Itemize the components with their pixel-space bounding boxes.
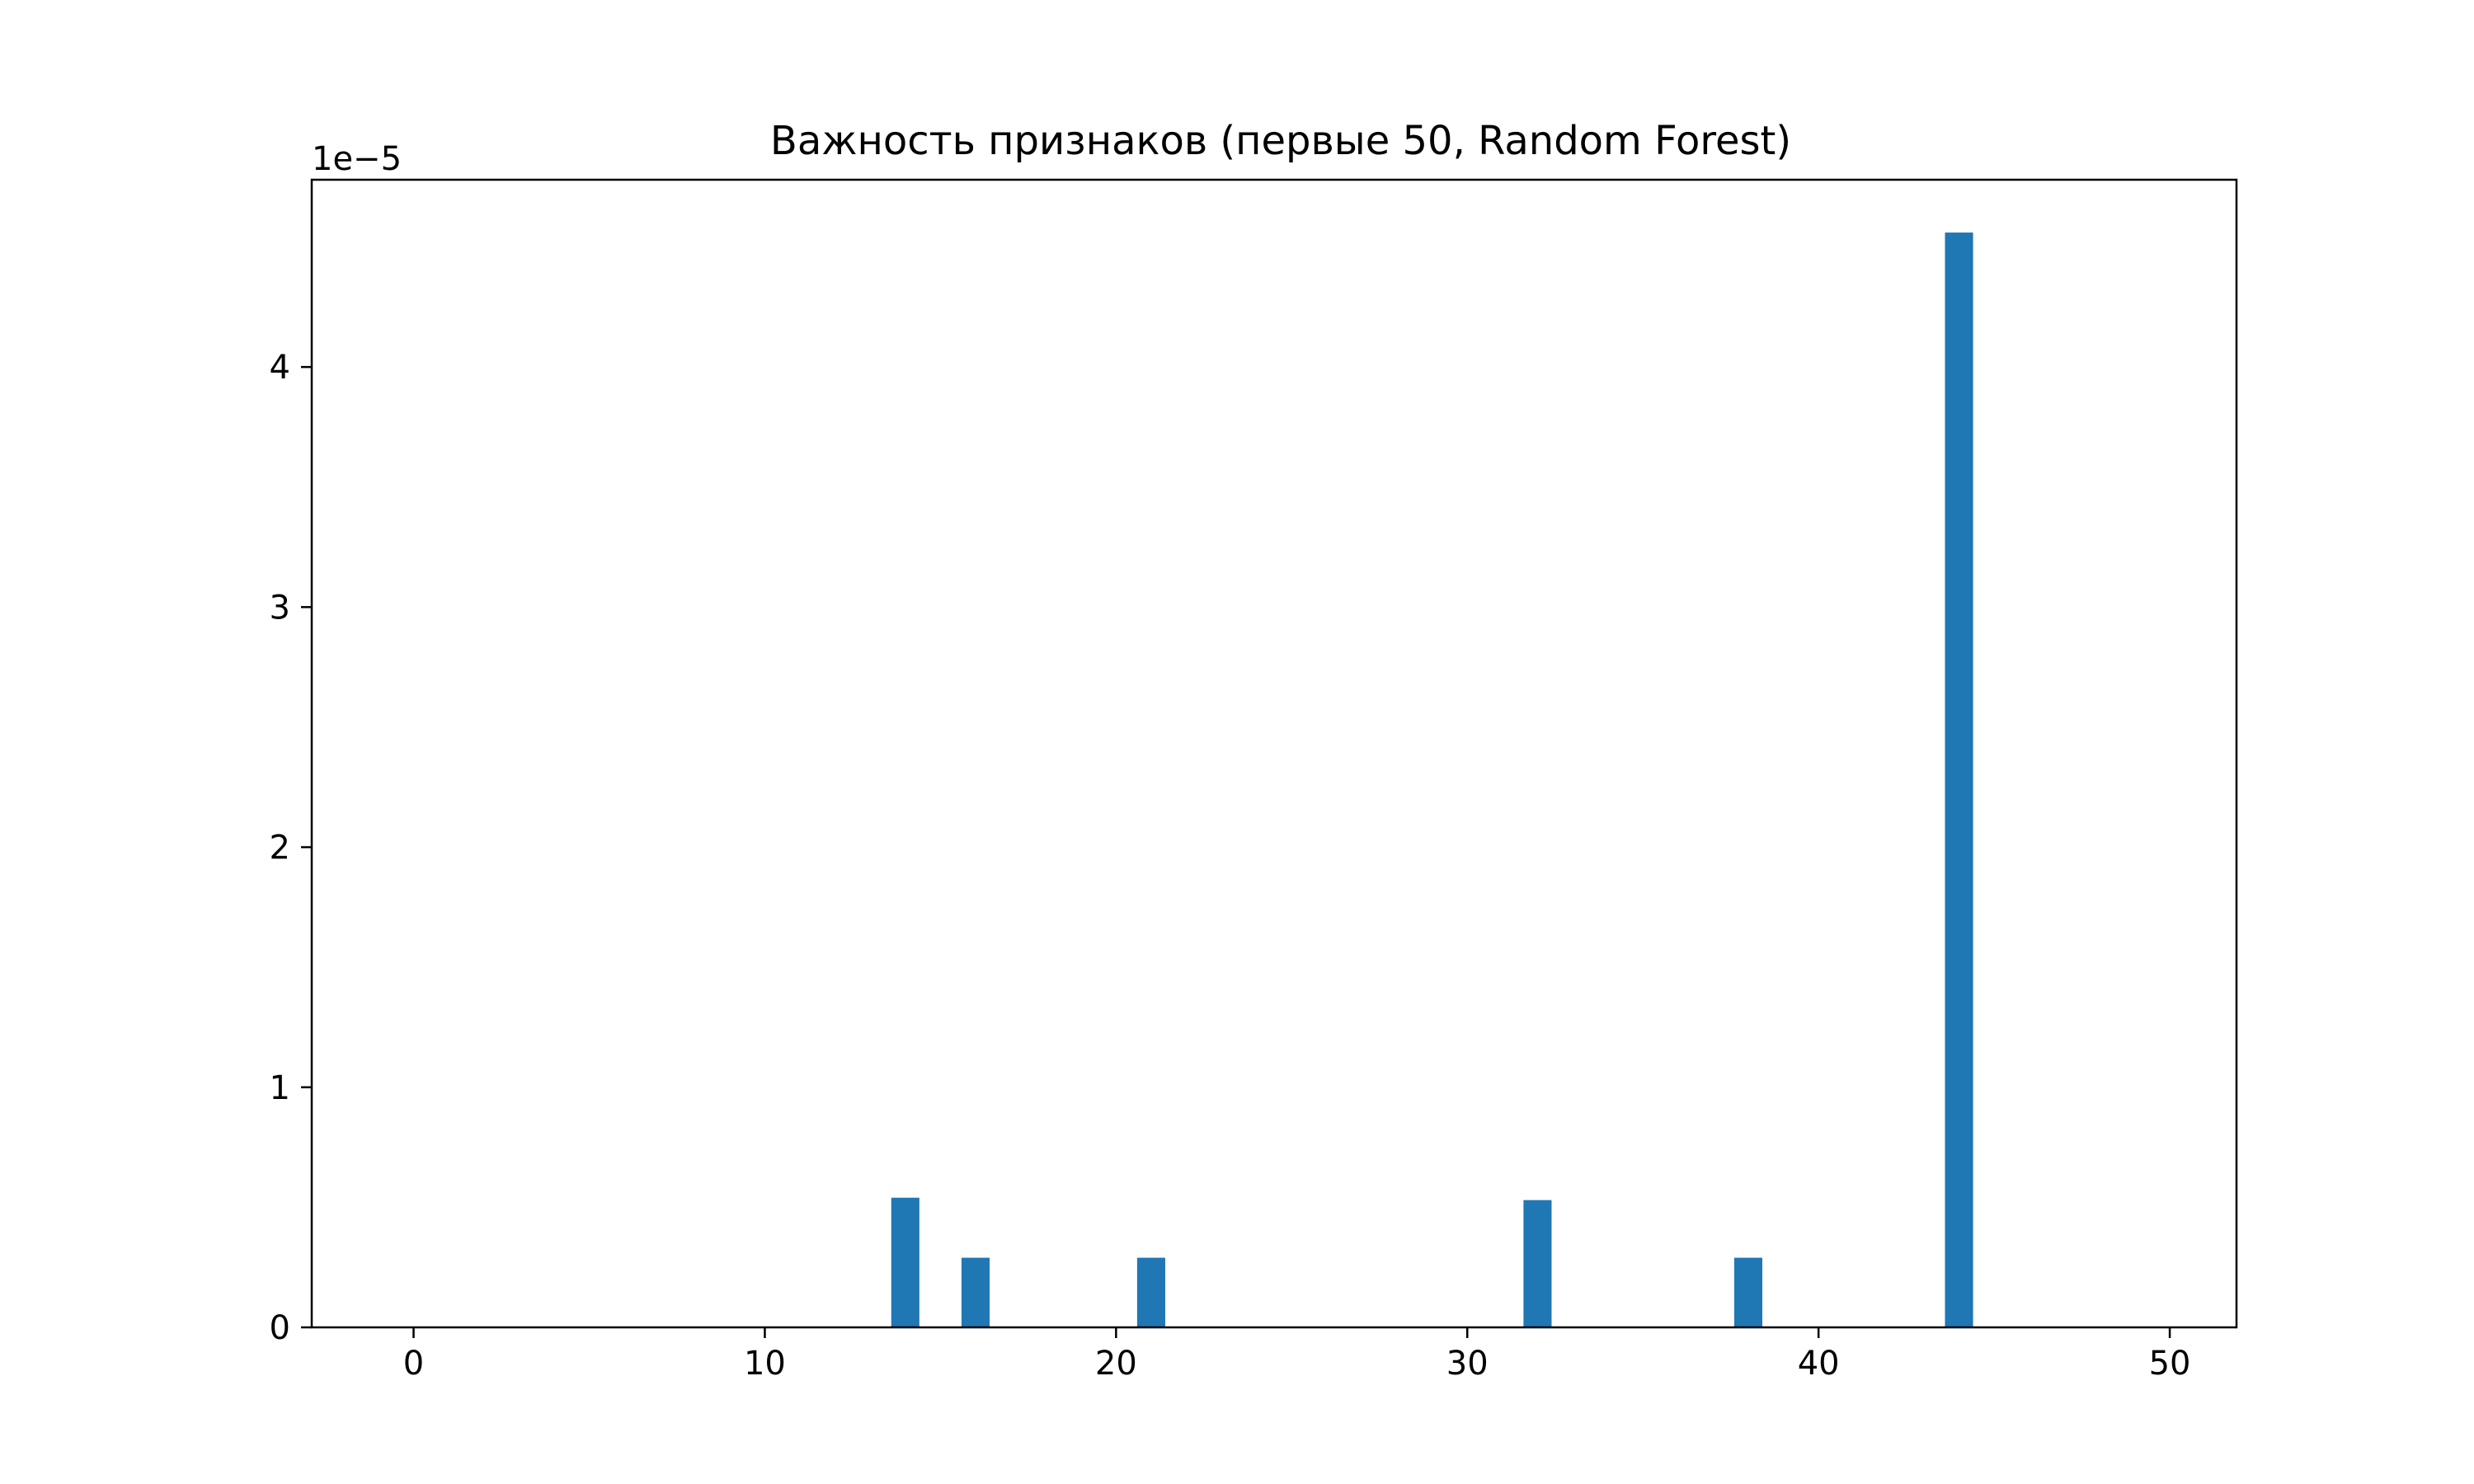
x-tick-label: 40 — [1798, 1345, 1840, 1383]
y-tick-label: 1 — [270, 1069, 290, 1107]
bar — [891, 1197, 920, 1327]
plot-frame — [310, 178, 2238, 1329]
bar — [1523, 1200, 1552, 1327]
bar — [1136, 1257, 1165, 1327]
x-tick-label: 50 — [2149, 1345, 2191, 1383]
x-tick-label: 30 — [1446, 1345, 1489, 1383]
y-offset-label: 1e−5 — [312, 140, 402, 178]
bar — [1733, 1257, 1763, 1327]
x-tick-label: 20 — [1095, 1345, 1137, 1383]
x-axis: 0 10 20 30 40 50 — [403, 1327, 2191, 1383]
x-tick-label: 0 — [403, 1345, 424, 1383]
bar-series — [891, 232, 1973, 1328]
y-axis: 0 1 2 3 4 — [270, 349, 312, 1347]
bar — [1945, 232, 1973, 1328]
y-tick-label: 2 — [270, 829, 290, 867]
y-tick-label: 3 — [270, 589, 290, 627]
x-tick-label: 10 — [744, 1345, 786, 1383]
bar — [961, 1257, 990, 1327]
chart-title: Важность признаков (первые 50, Random Fo… — [770, 118, 1791, 164]
y-tick-label: 4 — [270, 349, 290, 387]
y-tick-label: 0 — [270, 1309, 290, 1347]
